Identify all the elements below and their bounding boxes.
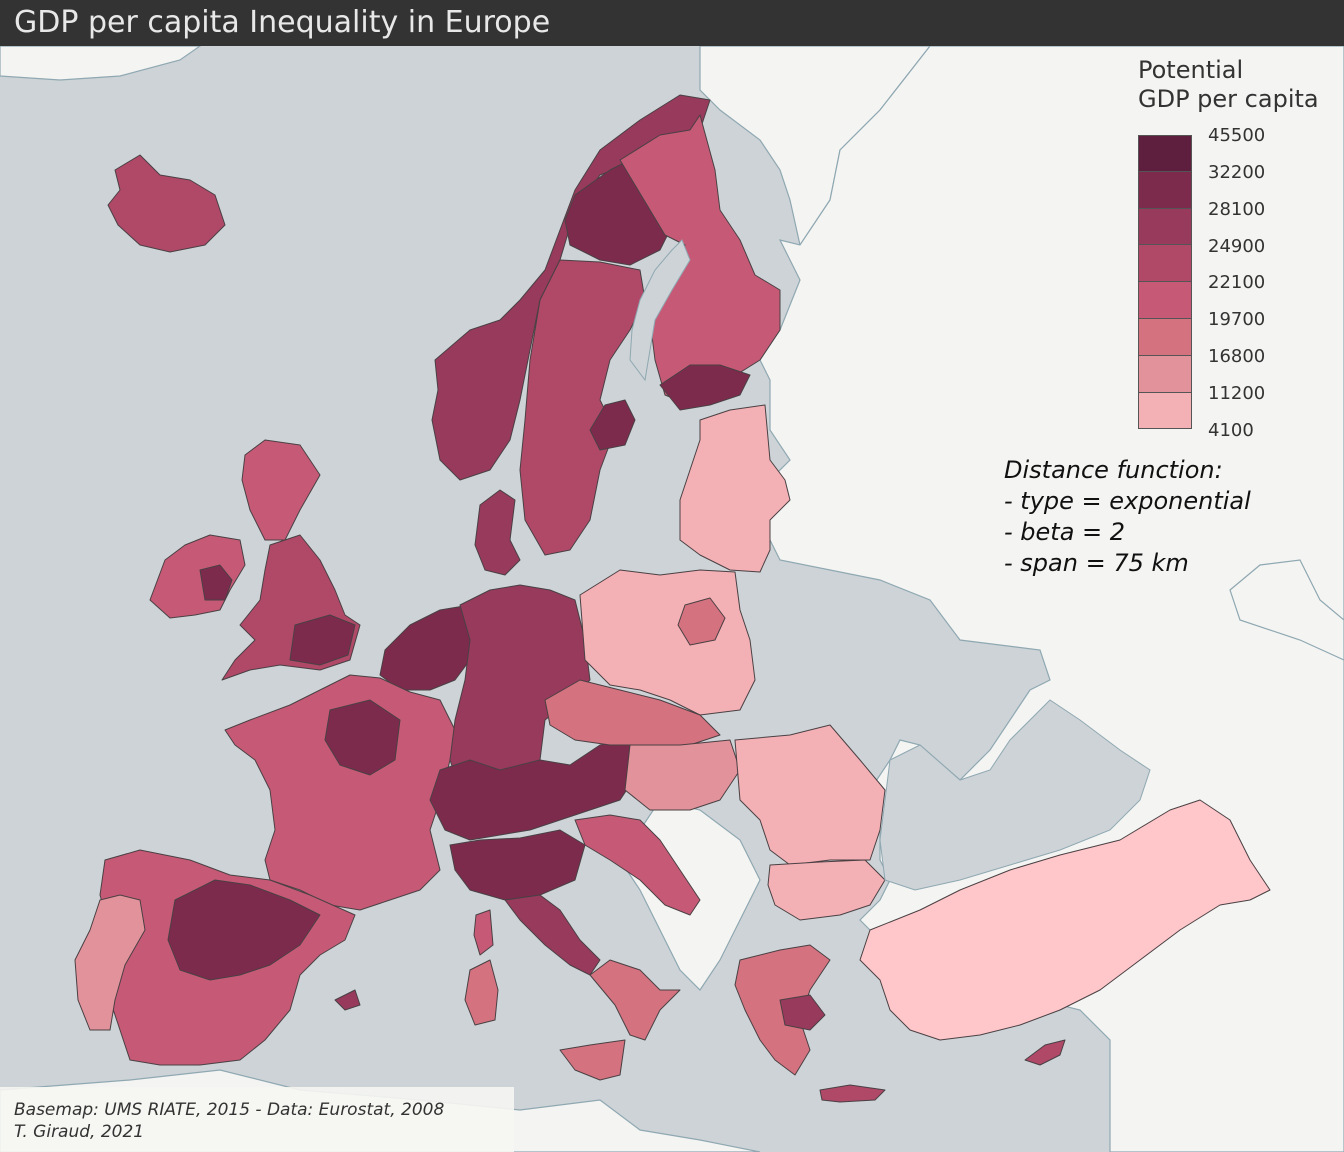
region-bulgaria bbox=[767, 859, 886, 921]
legend-swatch-7 bbox=[1138, 355, 1192, 393]
region-denmark bbox=[474, 489, 521, 576]
region-romania bbox=[734, 724, 886, 866]
region-czechia-slovakia bbox=[544, 679, 721, 746]
method-note-line-3: - beta = 2 bbox=[1004, 518, 1126, 546]
regions bbox=[74, 94, 1271, 1103]
region-dublin bbox=[199, 564, 233, 601]
region-southern-germany-austria-swiss bbox=[429, 739, 641, 841]
region-italy-centre bbox=[504, 894, 601, 976]
legend-swatch-8 bbox=[1138, 392, 1192, 430]
region-slovenia-croatia bbox=[574, 814, 701, 916]
region-scotland bbox=[241, 439, 321, 541]
legend-title-line-2: GDP per capita bbox=[1138, 85, 1319, 113]
region-iceland bbox=[107, 154, 226, 253]
greenland-arctic-land bbox=[0, 46, 202, 81]
legend-title-line-1: Potential bbox=[1138, 56, 1244, 84]
region-turkey bbox=[859, 799, 1271, 1041]
gulf-of-bothnia bbox=[629, 239, 691, 382]
method-note-line-1: Distance function: bbox=[1004, 456, 1223, 484]
region-portugal bbox=[74, 894, 146, 1031]
title-bar: GDP per capita Inequality in Europe bbox=[0, 0, 1344, 46]
legend-break-4: 24900 bbox=[1208, 236, 1266, 257]
credits-line-1: Basemap: UMS RIATE, 2015 - Data: Eurosta… bbox=[14, 1100, 445, 1120]
legend-break-1: 45500 bbox=[1208, 125, 1266, 146]
legend-break-7: 16800 bbox=[1208, 346, 1266, 367]
legend-break-8: 11200 bbox=[1208, 383, 1266, 404]
legend-swatch-4 bbox=[1138, 245, 1192, 283]
region-madrid-aragon bbox=[167, 879, 321, 981]
method-note: Distance function: - type = exponential … bbox=[1004, 455, 1251, 579]
region-ile-de-france bbox=[324, 699, 401, 776]
region-warsaw bbox=[677, 597, 726, 646]
region-helsinki bbox=[659, 364, 751, 411]
region-crete bbox=[819, 1084, 886, 1103]
region-germany bbox=[449, 584, 591, 801]
region-hungary bbox=[624, 739, 741, 811]
map-title: GDP per capita Inequality in Europe bbox=[14, 5, 551, 40]
water-bodies bbox=[629, 239, 1151, 891]
europe-map bbox=[0, 46, 1344, 1152]
method-note-line-2: - type = exponential bbox=[1004, 487, 1251, 515]
region-corsica bbox=[473, 909, 494, 956]
legend-break-9: 4100 bbox=[1208, 420, 1254, 441]
region-sicily bbox=[559, 1039, 626, 1081]
legend-break-2: 32200 bbox=[1208, 162, 1266, 183]
legend-title: Potential GDP per capita bbox=[1138, 56, 1319, 114]
legend-break-3: 28100 bbox=[1208, 199, 1266, 220]
legend-swatch-2 bbox=[1138, 171, 1192, 209]
region-sweden bbox=[519, 259, 646, 556]
region-stockholm bbox=[589, 399, 636, 451]
region-italy-north bbox=[449, 829, 586, 901]
legend-color-scale bbox=[1138, 135, 1192, 430]
legend-swatch-1 bbox=[1138, 135, 1192, 172]
region-ireland bbox=[149, 534, 246, 619]
region-london bbox=[289, 614, 356, 666]
region-cyprus bbox=[1024, 1039, 1066, 1066]
black-sea bbox=[879, 699, 1151, 891]
region-baltics bbox=[679, 404, 791, 573]
credits-line-2: T. Giraud, 2021 bbox=[14, 1122, 145, 1142]
legend-swatch-5 bbox=[1138, 282, 1192, 319]
legend-swatch-6 bbox=[1138, 318, 1192, 356]
method-note-line-4: - span = 75 km bbox=[1004, 549, 1189, 577]
legend-break-5: 22100 bbox=[1208, 272, 1266, 293]
legend-swatch-3 bbox=[1138, 208, 1192, 246]
credits: Basemap: UMS RIATE, 2015 - Data: Eurosta… bbox=[0, 1087, 514, 1152]
region-italy-south bbox=[589, 959, 681, 1041]
legend-break-6: 19700 bbox=[1208, 309, 1266, 330]
region-balearics bbox=[334, 989, 361, 1011]
region-attica bbox=[779, 994, 826, 1031]
region-sardinia bbox=[464, 959, 499, 1026]
